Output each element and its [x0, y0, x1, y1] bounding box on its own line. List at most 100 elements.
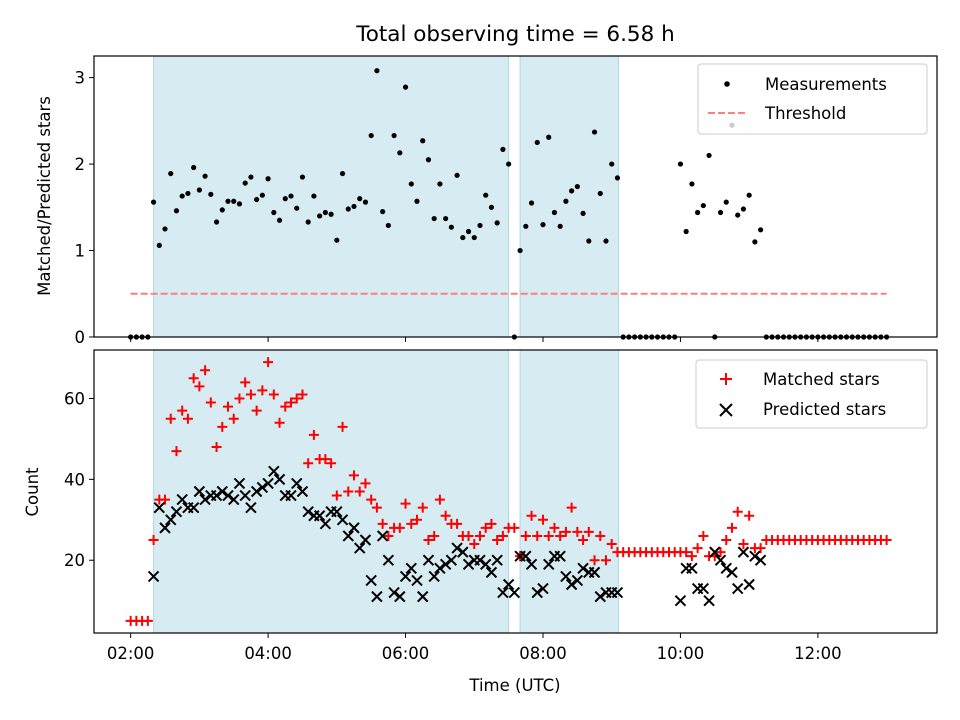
predicted-star-point: [411, 574, 423, 587]
measurement-point: [454, 172, 460, 178]
shaded-bands: [153, 55, 620, 338]
legend: Matched stars Predicted stars: [695, 359, 928, 429]
predicted-star-point: [199, 493, 211, 506]
predicted-star-point: [354, 542, 366, 554]
predicted-star-point: [525, 558, 538, 570]
measurement-point: [179, 193, 185, 199]
matched-star-point: [320, 454, 331, 465]
predicted-star-point: [417, 590, 429, 603]
measurement-point: [551, 209, 558, 216]
measurement-point: [219, 207, 225, 213]
measurement-point: [156, 242, 162, 248]
legend-matched-label: Matched stars: [763, 370, 880, 389]
measurement-point: [236, 201, 243, 207]
predicted-star-point: [737, 546, 750, 558]
measurement-point: [276, 217, 283, 223]
y-tick-labels: 0 1 2 3: [75, 69, 94, 347]
measurement-point: [271, 209, 277, 216]
measurement-point: [488, 204, 495, 210]
matched-star-point: [606, 539, 617, 550]
predicted-star-point: [216, 485, 228, 498]
measurement-point: [339, 170, 346, 177]
measurement-point: [162, 226, 168, 232]
measurement-point: [202, 173, 208, 179]
predicted-star-point: [291, 477, 303, 490]
predicted-star-point: [388, 586, 400, 599]
measurement-point: [282, 196, 288, 202]
predicted-star-point: [686, 562, 698, 575]
matched-star-point: [692, 543, 703, 554]
plot-frame: [93, 55, 938, 338]
measurement-point: [380, 209, 386, 215]
predicted-star-point: [359, 534, 372, 546]
measurement-point: [597, 190, 603, 197]
matched-star-point: [286, 397, 297, 408]
predicted-star-point: [187, 501, 200, 514]
matched-star-point: [715, 547, 726, 558]
matched-star-point: [234, 393, 245, 404]
predicted-star-point: [554, 550, 566, 562]
predicted-star-point: [611, 586, 624, 599]
matched-star-point: [497, 530, 508, 541]
predicted-star-point: [285, 489, 297, 502]
matched-star-point: [343, 486, 354, 497]
matched-star-point: [331, 490, 342, 501]
measurement-point: [546, 134, 552, 140]
matched-star-point: [549, 522, 560, 533]
predicted-star-point: [508, 586, 521, 599]
matched-star-point: [148, 535, 159, 546]
measurement-point: [448, 224, 454, 230]
predicted-star-point: [313, 510, 326, 522]
x-axis-label: Time (UTC): [468, 676, 560, 695]
matched-star-point: [177, 405, 188, 416]
predicted-star-point: [336, 514, 349, 526]
predicted-star-point: [474, 554, 486, 566]
matched-star-point: [240, 377, 251, 388]
predicted-star-point: [703, 594, 715, 607]
matched-star-point: [411, 514, 422, 525]
measurement-point: [477, 222, 483, 229]
predicted-star-point: [245, 501, 257, 514]
x-tick-label: 02:00: [107, 644, 155, 663]
predicted-star-point: [147, 570, 160, 583]
predicted-star-point: [720, 562, 732, 575]
measurement-point: [752, 239, 758, 245]
matched-star-point: [297, 389, 308, 400]
measurement-point: [735, 212, 741, 218]
predicted-star-point: [222, 489, 234, 502]
matched-star-point: [480, 522, 491, 533]
predicted-star-point: [743, 578, 755, 591]
predicted-star-point: [273, 473, 286, 486]
measurement-point: [506, 161, 512, 167]
measurement-point: [231, 198, 237, 204]
matched-star-point: [755, 543, 766, 554]
predicted-star-point: [296, 485, 309, 498]
matched-star-point: [394, 522, 405, 533]
matched-star-point: [274, 417, 285, 428]
predicted-star-point: [560, 570, 572, 583]
matched-star-point: [400, 498, 411, 509]
matched-star-point: [681, 547, 692, 558]
matched-star-point: [469, 539, 480, 550]
predicted-star-point: [451, 542, 463, 554]
matched-star-point: [532, 530, 543, 541]
measurement-point: [689, 181, 695, 187]
matched-star-point: [492, 535, 503, 546]
measurement-point: [322, 209, 328, 216]
matched-star-point: [280, 401, 291, 412]
predicted-star-point: [439, 558, 452, 570]
matched-star-point: [171, 446, 182, 457]
predicted-star-point: [709, 546, 721, 558]
matched-star-point: [257, 385, 268, 396]
matched-star-point: [526, 510, 537, 521]
measurement-point: [385, 222, 391, 229]
measurement-point: [317, 213, 323, 219]
measurement-point: [402, 84, 409, 90]
predicted-star-point: [714, 554, 727, 566]
predicted-star-point: [342, 530, 354, 542]
predicted-star-point: [491, 554, 503, 566]
predicted-star-point: [502, 578, 515, 591]
matched-star-point: [686, 551, 697, 562]
measurement-point: [471, 234, 477, 241]
matched-star-point: [566, 502, 577, 513]
